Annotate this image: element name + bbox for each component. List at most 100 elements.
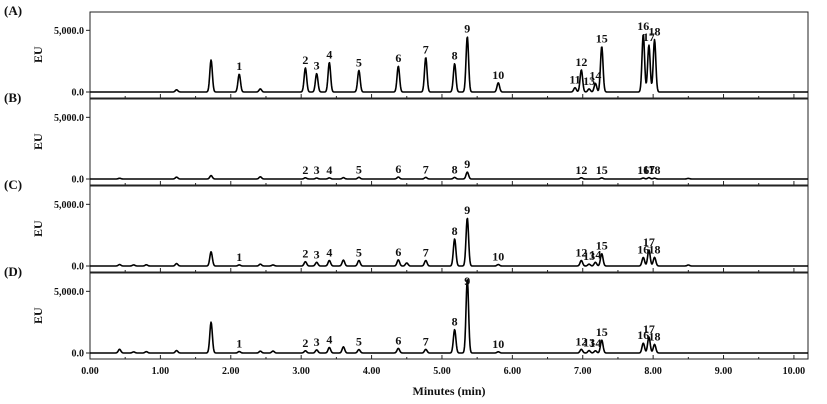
peak-label-11: 11 xyxy=(569,73,580,87)
peak-label-17: 17 xyxy=(643,163,655,177)
y-tick-label: 0.0 xyxy=(72,262,85,273)
peak-label-3: 3 xyxy=(314,247,320,261)
peak-label-6: 6 xyxy=(395,51,401,65)
x-tick-label: 3.00 xyxy=(292,366,310,377)
peak-label-8: 8 xyxy=(452,224,458,238)
x-tick-label: 7.00 xyxy=(574,366,592,377)
peak-label-4: 4 xyxy=(326,47,332,61)
peak-label-18: 18 xyxy=(649,329,661,343)
peak-label-17: 17 xyxy=(643,235,655,249)
peak-label-5: 5 xyxy=(356,162,362,176)
peak-label-17: 17 xyxy=(643,322,655,336)
peak-label-4: 4 xyxy=(326,332,332,346)
peak-label-15: 15 xyxy=(596,163,608,177)
peak-label-9: 9 xyxy=(464,203,470,217)
peak-label-2: 2 xyxy=(302,163,308,177)
peak-label-14: 14 xyxy=(589,336,601,350)
peak-label-7: 7 xyxy=(423,162,429,176)
peak-label-15: 15 xyxy=(596,325,608,339)
peak-label-16: 16 xyxy=(637,242,649,256)
peak-label-16: 16 xyxy=(637,163,649,177)
y-tick-label: 0.0 xyxy=(72,349,85,360)
plot-frame xyxy=(89,98,809,186)
peak-label-15: 15 xyxy=(596,239,608,253)
peak-label-5: 5 xyxy=(356,335,362,349)
peak-label-16: 16 xyxy=(637,328,649,342)
peak-label-3: 3 xyxy=(314,335,320,349)
peak-label-7: 7 xyxy=(423,334,429,348)
peak-label-13: 13 xyxy=(583,249,595,263)
peak-label-12: 12 xyxy=(575,163,587,177)
peak-label-13: 13 xyxy=(583,74,595,88)
x-tick-label: 0.00 xyxy=(81,366,99,377)
peak-label-10: 10 xyxy=(492,250,504,264)
y-axis-title: EU xyxy=(31,133,45,150)
y-axis-title: EU xyxy=(31,46,45,63)
peak-label-4: 4 xyxy=(326,163,332,177)
x-tick-label: 8.00 xyxy=(644,366,662,377)
peak-label-18: 18 xyxy=(649,25,661,39)
peak-label-18: 18 xyxy=(649,163,661,177)
x-tick-label: 5.00 xyxy=(433,366,451,377)
peak-label-14: 14 xyxy=(589,247,601,261)
panel-label: (C) xyxy=(4,177,22,192)
peak-label-14: 14 xyxy=(589,68,601,82)
x-tick-label: 6.00 xyxy=(504,366,522,377)
y-axis-title: EU xyxy=(31,220,45,237)
peak-label-9: 9 xyxy=(464,274,470,288)
peak-label-2: 2 xyxy=(302,247,308,261)
x-tick-label: 10.00 xyxy=(783,366,806,377)
peak-label-18: 18 xyxy=(649,242,661,256)
plot-frame xyxy=(89,185,809,273)
peak-label-8: 8 xyxy=(452,49,458,63)
peak-label-5: 5 xyxy=(356,245,362,259)
y-tick-label: 5,000.0 xyxy=(54,26,84,37)
peak-label-10: 10 xyxy=(492,337,504,351)
peak-label-16: 16 xyxy=(637,19,649,33)
peak-label-8: 8 xyxy=(452,162,458,176)
x-tick-label: 4.00 xyxy=(363,366,381,377)
plot-frame xyxy=(89,11,809,99)
peak-label-13: 13 xyxy=(583,336,595,350)
x-axis-title: Minutes (min) xyxy=(413,384,486,398)
y-axis-title: EU xyxy=(31,307,45,324)
panel-label: (A) xyxy=(4,3,22,18)
peak-label-8: 8 xyxy=(452,315,458,329)
chromatogram-trace xyxy=(89,171,809,180)
panel-label: (D) xyxy=(4,264,22,279)
chromatogram-trace xyxy=(89,34,809,93)
peak-label-5: 5 xyxy=(356,55,362,69)
y-tick-label: 0.0 xyxy=(72,88,85,99)
peak-label-7: 7 xyxy=(423,245,429,259)
x-tick-label: 9.00 xyxy=(715,366,733,377)
x-tick-label: 1.00 xyxy=(152,366,170,377)
peak-label-12: 12 xyxy=(575,245,587,259)
peak-label-1: 1 xyxy=(236,250,242,264)
peak-label-17: 17 xyxy=(643,30,655,44)
peak-label-1: 1 xyxy=(236,59,242,73)
peak-label-9: 9 xyxy=(464,22,470,36)
peak-label-7: 7 xyxy=(423,42,429,56)
peak-label-2: 2 xyxy=(302,336,308,350)
y-tick-label: 5,000.0 xyxy=(54,287,84,298)
peak-label-9: 9 xyxy=(464,157,470,171)
peak-label-3: 3 xyxy=(314,163,320,177)
chromatogram-trace xyxy=(89,279,809,354)
peak-label-2: 2 xyxy=(302,53,308,67)
panel-label: (B) xyxy=(4,90,21,105)
y-tick-label: 5,000.0 xyxy=(54,200,84,211)
x-tick-label: 2.00 xyxy=(222,366,240,377)
peak-label-15: 15 xyxy=(596,31,608,45)
peak-label-6: 6 xyxy=(395,245,401,259)
peak-label-12: 12 xyxy=(575,334,587,348)
peak-label-10: 10 xyxy=(492,68,504,82)
peak-label-12: 12 xyxy=(575,55,587,69)
peak-label-6: 6 xyxy=(395,162,401,176)
plot-frame xyxy=(89,272,809,360)
y-tick-label: 0.0 xyxy=(72,175,85,186)
